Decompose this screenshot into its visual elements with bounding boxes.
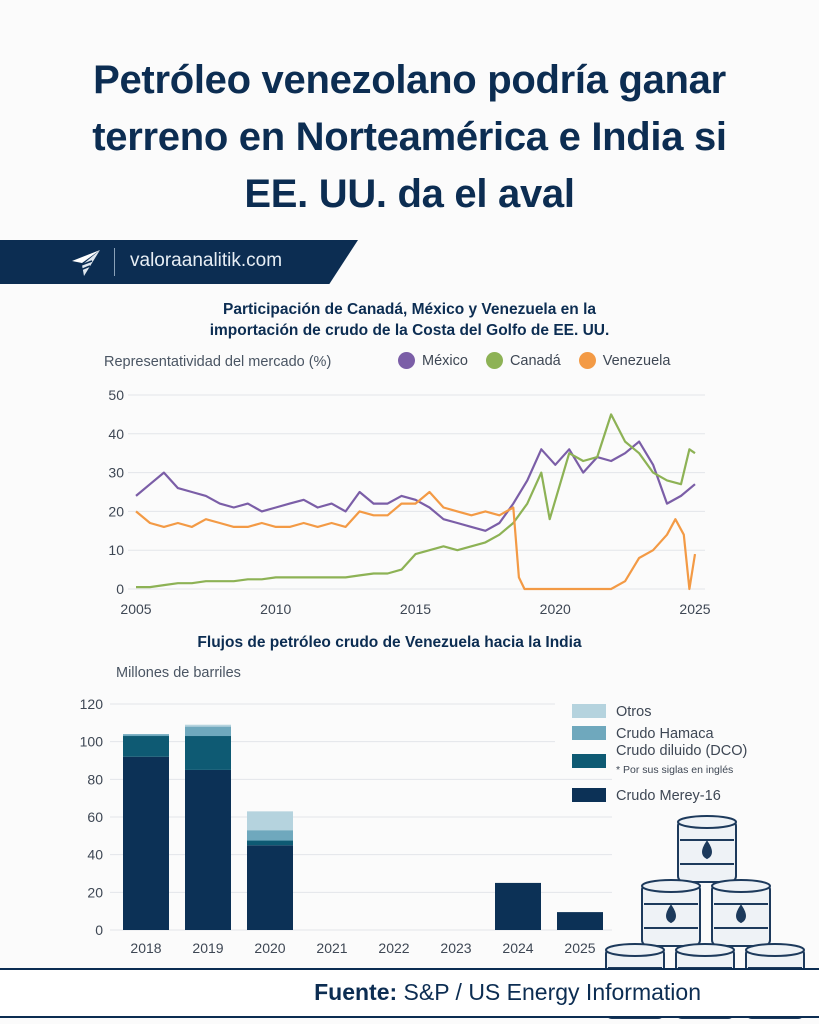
x-tick-label: 2021 [316,940,347,956]
x-tick-label: 2010 [260,601,291,617]
legend-marker [572,754,606,768]
x-tick-label: 2025 [564,940,595,956]
title-line: Petróleo venezolano podría ganar [93,58,726,102]
x-tick-label: 2020 [540,601,571,617]
legend-label: Crudo Hamaca [616,726,714,742]
y-tick-label: 0 [116,581,124,597]
bar-segment-2019 [185,736,231,770]
bar-segment-2019 [185,724,231,727]
bar-segment-2024 [495,882,541,930]
title-line: EE. UU. da el aval [244,172,575,216]
bar-chart-title: Flujos de petróleo crudo de Venezuela ha… [197,634,582,651]
bar-segment-2025 [557,912,603,930]
y-tick-label: 20 [87,884,103,900]
y-tick-label: 40 [87,847,103,863]
x-tick-label: 2022 [378,940,409,956]
legend-item: Venezuela [578,352,671,369]
site-url[interactable]: valoraanalitik.com [130,250,283,271]
legend-item: México [398,352,468,369]
bar-chart-ylabel: Millones de barriles [116,665,241,681]
banner-divider [114,248,115,276]
line-chart-ylabel: Representatividad del mercado (%) [104,354,332,370]
x-tick-label: 2025 [679,601,710,617]
bar-segment-2019 [185,769,231,930]
bar-segment-2020 [247,830,293,841]
footer: Fuente: S&P / US Energy Information [0,968,819,1018]
bar-segment-2018 [123,756,169,930]
x-tick-label: 2018 [130,940,161,956]
legend-label: México [422,352,468,369]
bar-segment-2020 [247,811,293,831]
legend-label: Canadá [509,352,561,369]
y-tick-label: 120 [80,696,104,712]
x-tick-label: 2020 [254,940,285,956]
bar-segment-2018 [123,736,169,757]
bar-segment-2018 [123,734,169,737]
x-tick-label: 2023 [440,940,471,956]
y-tick-label: 20 [108,503,124,519]
y-tick-label: 80 [87,771,103,787]
source-label: Fuente: [314,979,398,1005]
line-chart-title-line: importación de crudo de la Costa del Gol… [209,322,610,339]
legend-label: Venezuela [602,352,671,369]
series-line-venezuela [135,490,697,591]
bar-chart: 0 20 40 60 80 100 120 2018 2019 2020 2021 2022 2023 2… [80,696,748,956]
logo-icon [72,250,100,276]
y-tick-label: 40 [108,426,124,442]
legend-marker [578,352,596,369]
x-tick-label: 2019 [192,940,223,956]
series-line-canadá [136,413,696,589]
source-text: Fuente: S&P / US Energy Information [314,979,701,1006]
y-tick-label: 50 [108,387,124,403]
line-chart-legend: México Canadá Venezuela [398,352,670,369]
y-tick-label: 0 [95,922,103,938]
x-tick-label: 2024 [502,940,533,956]
y-tick-label: 60 [87,809,103,825]
site-banner: valoraanalitik.com [0,240,358,284]
source-value: S&P / US Energy Information [403,979,701,1005]
legend-note: * Por sus siglas en inglés [616,764,733,776]
bar-segment-2019 [185,726,231,737]
legend-item: Canadá [485,352,561,369]
y-tick-label: 100 [80,734,104,750]
legend-marker [572,788,606,802]
bar-segment-2020 [247,840,293,846]
line-chart: 0 10 20 30 40 50 2005 2010 2015 2020 2025 [108,387,710,617]
page-title: Petróleo venezolano podría ganar terreno… [40,52,779,223]
line-chart-title-line: Participación de Canadá, México y Venezu… [222,301,596,318]
legend-marker [572,726,606,740]
legend-marker [485,352,503,369]
legend-label: Crudo diluido (DCO) [616,743,747,759]
legend-marker [572,704,606,718]
line-chart-title: Participación de Canadá, México y Venezu… [0,299,819,341]
x-tick-label: 2015 [400,601,431,617]
legend-label: Otros [616,704,651,720]
y-tick-label: 30 [108,465,124,481]
legend-label: Crudo Merey-16 [616,788,721,804]
x-tick-label: 2005 [120,601,151,617]
series-line-méxico [135,440,696,532]
bar-segment-2020 [247,845,293,930]
title-line: terreno en Norteamérica e India si [92,115,727,159]
legend-marker [398,352,415,369]
y-tick-label: 10 [108,542,124,558]
